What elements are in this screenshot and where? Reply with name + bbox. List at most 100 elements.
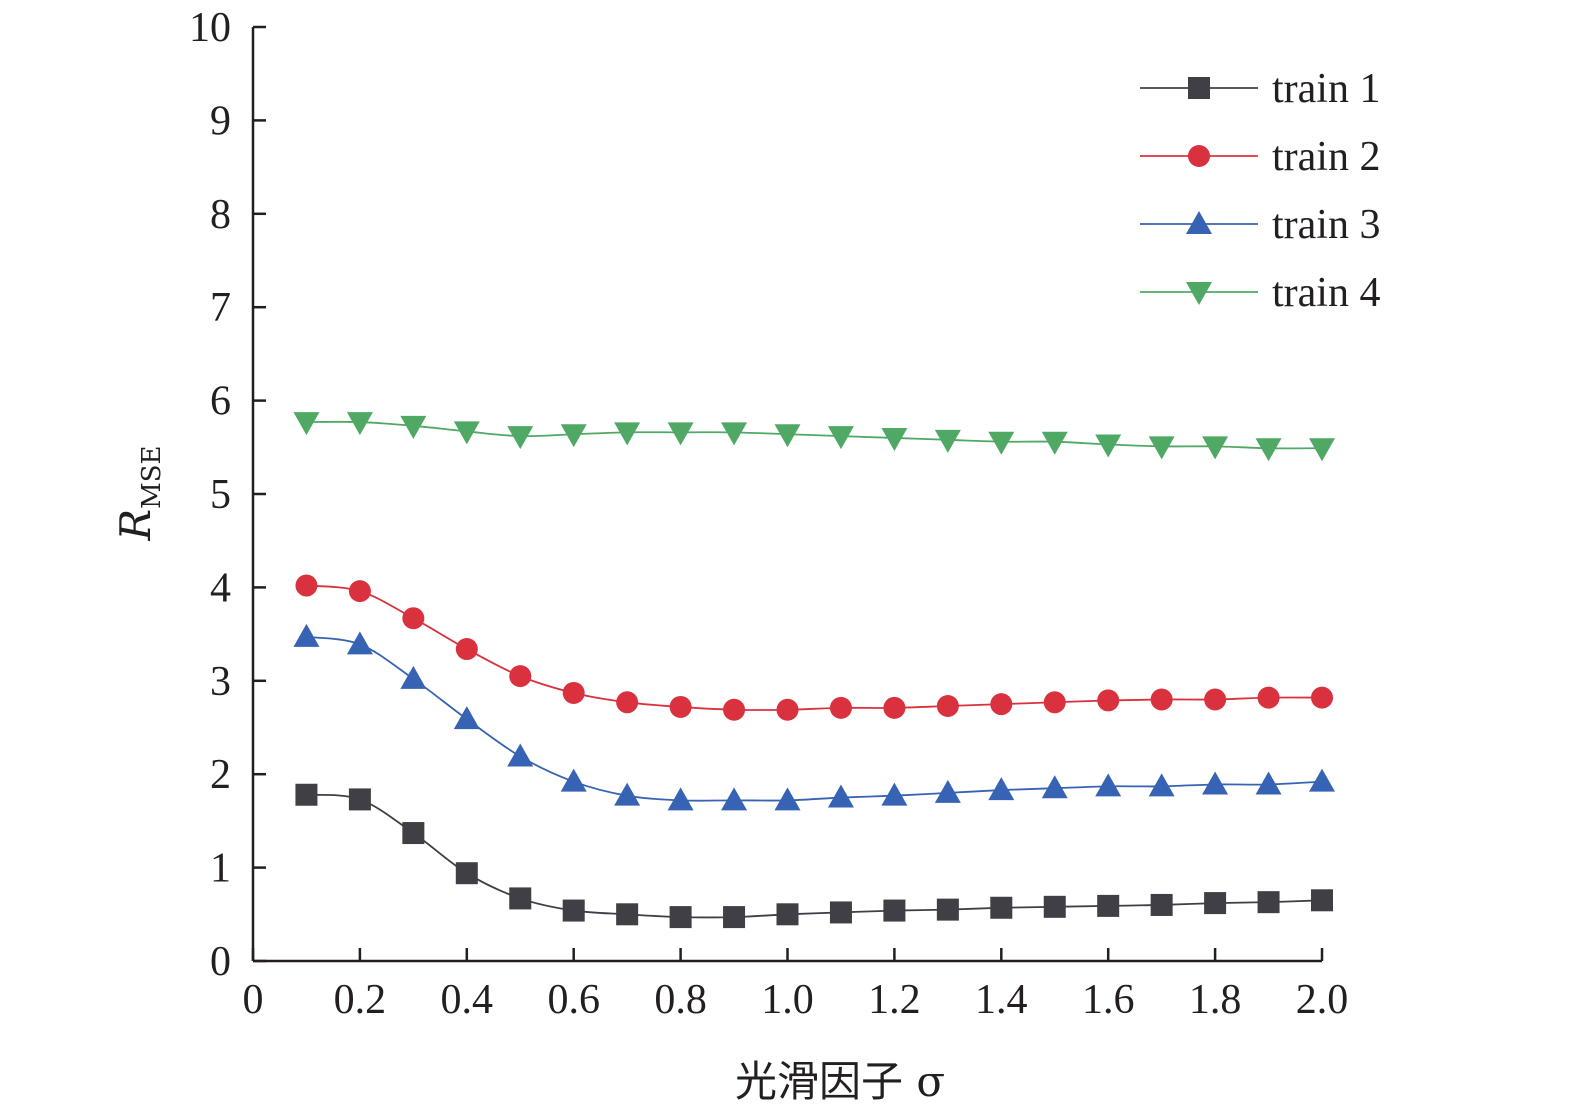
y-tick-label: 0 (210, 939, 231, 985)
data-point (988, 431, 1015, 455)
data-point (614, 422, 641, 446)
data-point (669, 695, 692, 718)
x-tick-label: 1.6 (1082, 977, 1135, 1023)
data-point (776, 903, 799, 926)
legend-item: train 4 (1140, 270, 1380, 316)
data-point (455, 862, 478, 885)
y-tick-label: 6 (210, 379, 231, 425)
data-point (934, 779, 961, 803)
data-point (990, 896, 1013, 919)
data-point (1097, 689, 1120, 712)
x-tick-label: 0.6 (547, 977, 600, 1023)
y-axis-title-subscript: MSE (137, 445, 167, 508)
legend-label: train 1 (1272, 66, 1380, 112)
y-tick-label: 7 (210, 285, 231, 331)
data-point (400, 415, 427, 439)
y-tick-label: 9 (210, 98, 231, 144)
series-layer (293, 412, 1335, 929)
data-point (883, 696, 906, 719)
x-tick-label: 0.8 (654, 977, 707, 1023)
data-point (667, 787, 694, 811)
data-point (400, 665, 427, 689)
data-point (723, 698, 746, 721)
legend-marker (1188, 77, 1210, 99)
axes (251, 27, 1322, 963)
data-point (614, 782, 641, 806)
data-point (1204, 688, 1227, 711)
data-point (1202, 771, 1229, 795)
y-axis-title-main: R (111, 509, 160, 542)
data-point (562, 681, 585, 704)
data-point (562, 899, 585, 922)
data-point (669, 906, 692, 929)
svg-text:RMSE: RMSE (111, 445, 167, 541)
legend: train 1 train 2 train 3 train 4 (1140, 66, 1380, 316)
y-axis-title: RMSE (111, 445, 167, 541)
x-tick-label: 0.4 (441, 977, 494, 1023)
data-point (883, 899, 906, 922)
data-point (560, 424, 587, 448)
y-tick-label: 10 (189, 5, 231, 51)
data-point (667, 422, 694, 446)
y-tick-label: 4 (210, 565, 231, 611)
x-tick-label: 1.4 (975, 977, 1028, 1023)
data-point (507, 426, 534, 450)
data-point (616, 691, 639, 714)
data-point (881, 427, 908, 451)
data-point (1041, 775, 1068, 799)
data-point (936, 898, 959, 921)
data-point (1257, 686, 1280, 709)
data-point (936, 695, 959, 718)
data-point (1097, 894, 1120, 917)
x-tick-label: 2.0 (1296, 977, 1349, 1023)
data-point (723, 906, 746, 929)
data-point (829, 901, 852, 924)
data-point (721, 422, 748, 446)
y-tick-label: 3 (210, 659, 231, 705)
legend-item: train 2 (1140, 134, 1380, 180)
data-point (1311, 889, 1333, 912)
data-point (721, 787, 748, 811)
series-1 (295, 783, 1333, 929)
y-tick-label: 5 (210, 472, 231, 518)
data-point (509, 665, 532, 688)
legend-marker (1186, 282, 1212, 305)
data-point (453, 421, 480, 445)
series-2 (295, 574, 1333, 721)
data-point (1311, 686, 1333, 709)
legend-item: train 1 (1140, 66, 1380, 112)
data-point (1095, 434, 1122, 458)
data-point (346, 631, 373, 655)
data-point (348, 788, 371, 811)
data-point (507, 743, 534, 767)
x-ticks: 0 0.2 0.4 0.6 0.8 1.0 1.2 1.4 1.6 1.8 2.0 (243, 948, 1349, 1023)
data-point (827, 784, 854, 808)
data-point (774, 424, 801, 448)
legend-item: train 3 (1140, 202, 1380, 248)
data-point (346, 412, 373, 436)
x-tick-label: 1.8 (1189, 977, 1242, 1023)
data-point (560, 768, 587, 792)
data-point (295, 574, 318, 597)
series-line (306, 636, 1323, 802)
data-point (1255, 771, 1282, 795)
data-point (827, 426, 854, 450)
data-point (1043, 895, 1066, 918)
y-ticks: 0 1 2 3 4 5 6 7 8 9 10 (189, 5, 266, 985)
data-point (453, 706, 480, 730)
data-point (1148, 436, 1175, 460)
data-point (829, 696, 852, 719)
data-point (1150, 893, 1173, 916)
y-tick-label: 8 (210, 192, 231, 238)
data-point (1204, 892, 1227, 915)
x-axis-title: 光滑因子 σ (735, 1057, 945, 1106)
data-point (881, 782, 908, 806)
data-point (616, 903, 639, 926)
x-tick-label: 0 (243, 977, 264, 1023)
legend-label: train 2 (1272, 134, 1380, 180)
data-point (293, 623, 320, 647)
data-point (455, 638, 478, 661)
data-point (348, 580, 371, 603)
data-point (1095, 773, 1122, 797)
